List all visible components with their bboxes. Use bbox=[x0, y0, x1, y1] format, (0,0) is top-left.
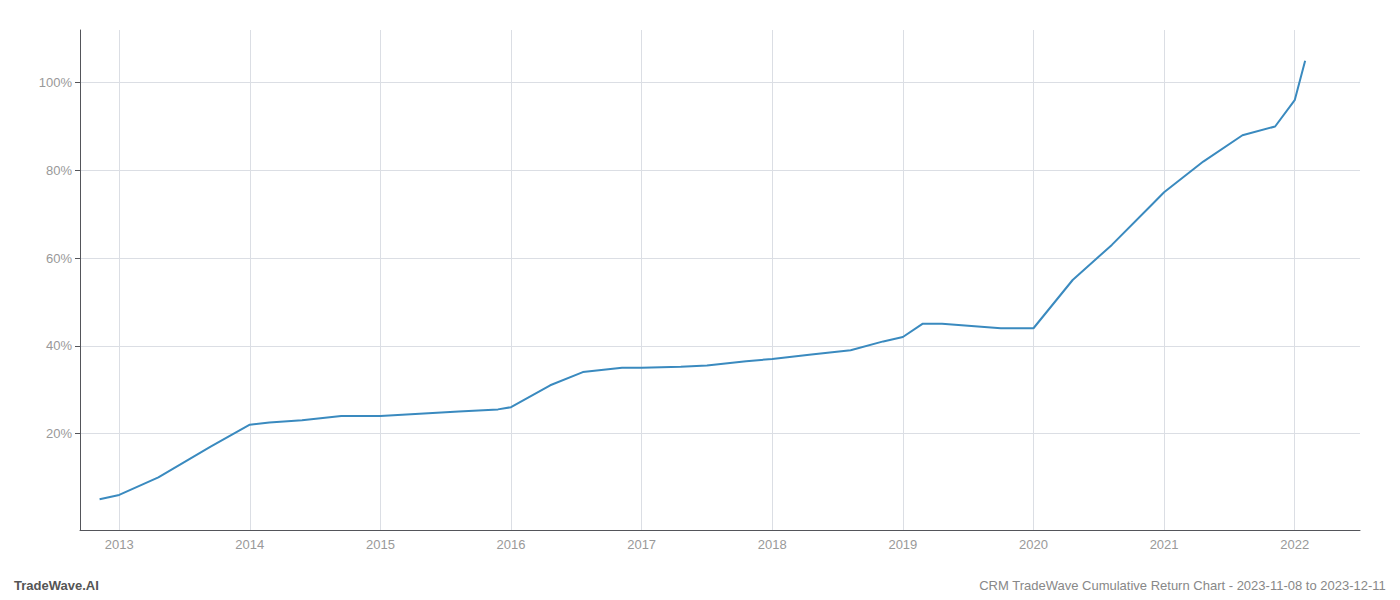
svg-text:60%: 60% bbox=[46, 251, 72, 266]
svg-text:2015: 2015 bbox=[366, 537, 395, 552]
svg-text:TradeWave.AI: TradeWave.AI bbox=[14, 578, 99, 593]
svg-text:80%: 80% bbox=[46, 163, 72, 178]
svg-text:2021: 2021 bbox=[1150, 537, 1179, 552]
svg-text:2018: 2018 bbox=[758, 537, 787, 552]
svg-text:20%: 20% bbox=[46, 426, 72, 441]
svg-text:2019: 2019 bbox=[888, 537, 917, 552]
svg-text:2020: 2020 bbox=[1019, 537, 1048, 552]
svg-text:2016: 2016 bbox=[497, 537, 526, 552]
svg-text:2022: 2022 bbox=[1280, 537, 1309, 552]
svg-text:100%: 100% bbox=[39, 75, 73, 90]
svg-text:CRM TradeWave Cumulative Retur: CRM TradeWave Cumulative Return Chart - … bbox=[979, 578, 1386, 593]
svg-text:2017: 2017 bbox=[627, 537, 656, 552]
svg-text:2014: 2014 bbox=[235, 537, 264, 552]
svg-text:40%: 40% bbox=[46, 338, 72, 353]
svg-text:2013: 2013 bbox=[105, 537, 134, 552]
